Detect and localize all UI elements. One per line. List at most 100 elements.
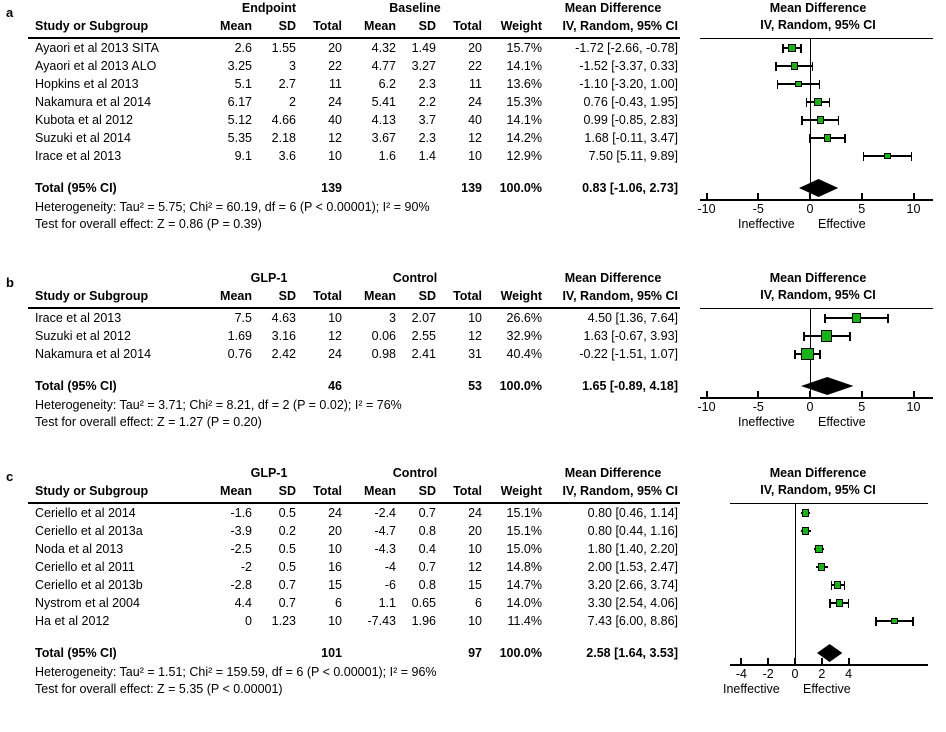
axis-tick-label: -10 xyxy=(697,400,716,414)
row-total-1: 11 xyxy=(329,77,342,91)
total-n-2: 53 xyxy=(468,379,482,393)
x-axis-line xyxy=(730,664,928,666)
row-mean-1: 0 xyxy=(245,614,252,628)
row-sd-1: 2 xyxy=(289,95,296,109)
row-total-2: 24 xyxy=(468,95,482,109)
row-sd-1: 0.7 xyxy=(278,578,296,592)
row-sd-1: 0.2 xyxy=(278,524,296,538)
ci-cap-low xyxy=(824,313,826,323)
panel-letter-b: b xyxy=(6,275,14,290)
axis-tick-label: 10 xyxy=(906,202,921,216)
row-mean-1: -2.8 xyxy=(230,578,252,592)
row-ci: 0.99 [-0.85, 2.83] xyxy=(583,113,678,127)
axis-tick xyxy=(860,193,863,199)
ci-cap-low xyxy=(782,43,785,53)
row-study: Kubota et al 2012 xyxy=(35,113,133,127)
plot-header-rule xyxy=(730,503,928,504)
column-header-total-1: Total xyxy=(313,19,342,33)
row-total-1: 15 xyxy=(328,578,342,592)
row-total-2: 31 xyxy=(468,347,482,361)
row-sd-1: 0.5 xyxy=(278,560,296,574)
axis-tick-label: 0 xyxy=(806,202,814,216)
column-header-sd-1: SD xyxy=(278,19,296,33)
row-total-1: 10 xyxy=(328,614,342,628)
effect-square xyxy=(814,98,822,106)
axis-tick-label: 0 xyxy=(806,400,814,414)
row-total-2: 40 xyxy=(468,113,482,127)
total-ci: 2.58 [1.64, 3.53] xyxy=(586,646,678,660)
row-study: Ha et al 2012 xyxy=(35,614,110,628)
row-sd-1: 0.5 xyxy=(278,542,296,556)
row-total-1: 10 xyxy=(328,542,342,556)
column-header-sd-2: SD xyxy=(418,19,436,33)
row-sd-2: 2.41 xyxy=(411,347,436,361)
row-sd-2: 2.2 xyxy=(418,95,436,109)
heterogeneity-text: Heterogeneity: Tau² = 1.51; Chi² = 159.5… xyxy=(35,665,437,679)
row-sd-2: 2.3 xyxy=(418,77,436,91)
row-study: Nakamura et al 2014 xyxy=(35,347,152,361)
row-weight: 15.1% xyxy=(506,524,542,538)
column-header-mean-1: Mean xyxy=(220,289,252,303)
column-header-mean-2: Mean xyxy=(364,289,396,303)
effect-square xyxy=(891,617,898,625)
effect-square xyxy=(884,152,892,160)
axis-caption-right: Effective xyxy=(818,217,866,231)
table-header-rule xyxy=(28,37,680,39)
effect-square xyxy=(801,347,815,361)
row-total-1: 22 xyxy=(328,59,342,73)
ci-cap-high xyxy=(844,133,846,143)
row-mean-1: -2 xyxy=(240,560,252,574)
row-total-2: 12 xyxy=(468,329,482,343)
effect-square xyxy=(835,599,843,607)
row-total-1: 24 xyxy=(328,347,342,361)
row-mean-2: -4.3 xyxy=(374,542,396,556)
column-header-total-2: Total xyxy=(453,289,482,303)
total-weight: 100.0% xyxy=(499,646,542,660)
row-mean-2: -7.43 xyxy=(367,614,397,628)
plot-title-line2: IV, Random, 95% CI xyxy=(760,483,876,497)
ci-cap-low xyxy=(805,97,808,107)
ci-cap-low xyxy=(803,331,805,341)
column-header-mean-2: Mean xyxy=(364,19,396,33)
row-weight: 40.4% xyxy=(506,347,542,361)
axis-tick xyxy=(912,193,915,199)
row-sd-1: 4.66 xyxy=(271,113,296,127)
row-total-2: 6 xyxy=(475,596,482,610)
row-study: Nystrom et al 2004 xyxy=(35,596,140,610)
effect-square xyxy=(851,313,862,323)
axis-caption-left: Ineffective xyxy=(723,682,780,696)
overall-effect-text: Test for overall effect: Z = 0.86 (P = 0… xyxy=(35,217,262,231)
row-mean-2: 3 xyxy=(389,311,396,325)
column-header-total-1: Total xyxy=(313,289,342,303)
row-sd-2: 0.65 xyxy=(411,596,436,610)
row-sd-2: 1.4 xyxy=(418,149,436,163)
row-weight: 14.8% xyxy=(506,560,542,574)
plot-header-rule xyxy=(700,308,933,309)
column-header-sd-2: SD xyxy=(418,289,436,303)
row-mean-1: 3.25 xyxy=(227,59,252,73)
row-sd-1: 2.42 xyxy=(271,347,296,361)
row-weight: 14.1% xyxy=(506,113,542,127)
axis-tick-label: 2 xyxy=(818,667,826,681)
row-ci: 4.50 [1.36, 7.64] xyxy=(587,311,678,325)
axis-tick xyxy=(860,391,863,397)
row-sd-1: 4.63 xyxy=(271,311,296,325)
axis-tick xyxy=(809,391,811,397)
row-sd-2: 1.49 xyxy=(411,41,436,55)
row-sd-1: 2.7 xyxy=(278,77,296,91)
x-axis-line xyxy=(700,397,933,399)
total-n-2: 97 xyxy=(468,646,482,660)
row-sd-1: 2.18 xyxy=(271,131,296,145)
axis-tick-label: -4 xyxy=(735,667,747,681)
panel-b: b GLP-1 Control Mean Difference Mean Differe… xyxy=(0,268,946,465)
axis-tick-label: 5 xyxy=(858,400,866,414)
x-axis-line xyxy=(700,199,933,201)
row-total-1: 6 xyxy=(335,596,342,610)
ci-cap-high xyxy=(818,79,821,89)
row-ci: 1.80 [1.40, 2.20] xyxy=(587,542,678,556)
plot-title-line2: IV, Random, 95% CI xyxy=(760,288,876,302)
column-header-sd-1: SD xyxy=(278,289,296,303)
column-header-total-2: Total xyxy=(453,484,482,498)
total-label: Total (95% CI) xyxy=(35,379,117,393)
effect-square xyxy=(788,44,796,52)
